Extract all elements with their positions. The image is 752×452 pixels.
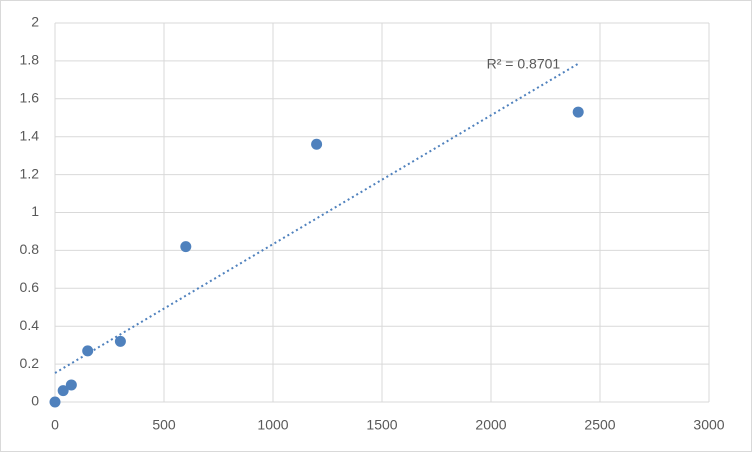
point	[114, 335, 126, 347]
point	[65, 379, 77, 391]
y-tick-label: 0.8	[20, 241, 40, 257]
point	[49, 396, 61, 408]
x-tick-label: 1000	[257, 417, 288, 433]
x-tick-label: 2000	[475, 417, 506, 433]
y-tick-label: 1	[31, 203, 39, 219]
x-tick-label: 2500	[584, 417, 615, 433]
point	[82, 345, 94, 357]
x-tick-label: 0	[51, 417, 59, 433]
y-tick-label: 1.8	[20, 52, 40, 68]
point	[57, 385, 69, 397]
trendline	[54, 62, 579, 374]
y-tick-label: 0.4	[20, 317, 40, 333]
point	[180, 241, 192, 253]
y-tick-label: 0.6	[20, 279, 40, 295]
y-tick-label: 0.2	[20, 355, 40, 371]
point	[311, 138, 323, 150]
x-tick-label: 3000	[693, 417, 724, 433]
point	[572, 106, 584, 118]
y-tick-label: 1.2	[20, 165, 40, 181]
x-tick-label: 500	[152, 417, 176, 433]
x-tick-label: 1500	[366, 417, 397, 433]
y-tick-label: 1.4	[20, 127, 40, 143]
y-tick-label: 0	[31, 393, 39, 409]
y-tick-label: 1.6	[20, 90, 40, 106]
trendline-label: R² = 0.8701	[487, 55, 561, 71]
y-tick-label: 2	[31, 14, 39, 30]
